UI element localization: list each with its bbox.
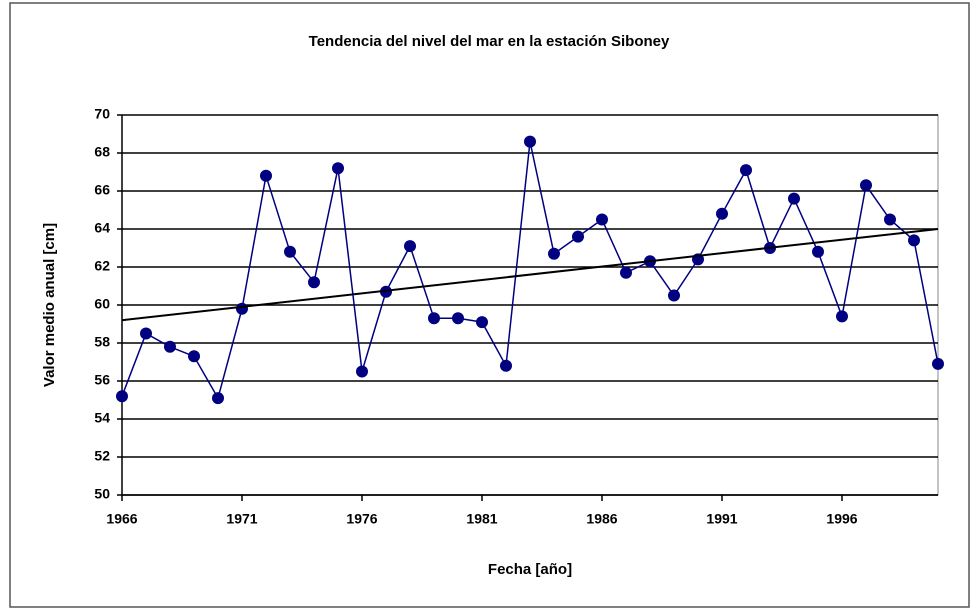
data-point [212,392,224,405]
data-point [452,312,464,325]
y-tick-label: 62 [94,258,110,274]
data-point [788,192,800,205]
x-tick-label: 1986 [586,511,617,527]
y-tick-label: 64 [94,220,110,236]
data-point [476,316,488,329]
data-point [932,357,944,370]
data-point [332,162,344,175]
data-point [740,164,752,177]
y-tick-label: 58 [94,334,110,350]
y-tick-label: 52 [94,448,110,464]
data-point [836,310,848,323]
y-tick-label: 66 [94,182,110,198]
data-point [908,234,920,247]
x-tick-label: 1981 [466,511,497,527]
data-point [812,245,824,258]
x-tick-label: 1996 [826,511,857,527]
trend-line [121,228,939,322]
x-tick-label: 1966 [106,511,137,527]
data-point [308,276,320,289]
data-point [500,359,512,372]
data-point [716,207,728,220]
chart-title: Tendencia del nivel del mar en la estaci… [309,33,670,50]
data-point [188,350,200,363]
x-tick-label: 1971 [226,511,257,527]
y-tick-label: 56 [94,372,110,388]
data-point [860,179,872,192]
data-point [356,365,368,378]
data-point [596,213,608,226]
x-axis-label: Fecha [año] [488,561,572,578]
data-point [524,135,536,148]
data-point [620,266,632,279]
data-point [548,247,560,260]
data-point [116,390,128,403]
data-point [236,302,248,315]
y-tick-label: 68 [94,144,110,160]
data-point [428,312,440,325]
data-point [668,289,680,302]
data-point [284,245,296,258]
data-point [140,327,152,340]
y-tick-label: 54 [94,410,110,426]
y-tick-label: 70 [94,106,110,122]
y-tick-label: 60 [94,296,110,312]
data-point [572,230,584,243]
data-point [260,169,272,182]
y-tick-label: 50 [94,486,110,502]
data-point [404,240,416,253]
x-tick-label: 1991 [706,511,737,527]
y-axis-label: Valor medio anual [cm] [41,223,58,387]
data-point [164,340,176,353]
x-tick-label: 1976 [346,511,377,527]
data-point [884,213,896,226]
